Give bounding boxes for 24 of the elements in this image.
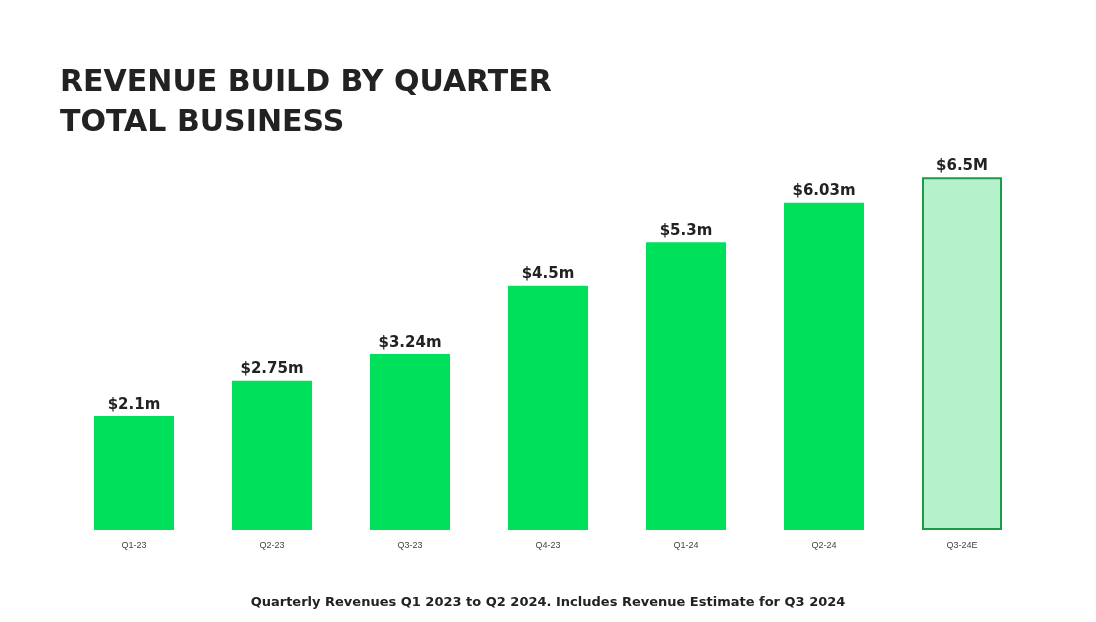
bar: [507, 285, 589, 530]
data-label: $2.1m: [107, 394, 161, 413]
data-label: $4.5m: [521, 264, 575, 283]
bar: [93, 416, 175, 530]
x-tick-label: Q2-23: [259, 539, 285, 550]
bar: [231, 380, 313, 530]
x-tick-label: Q4-23: [535, 539, 561, 550]
text: Quarterly Revenues Q1 2023 to Q2 2024. Includes Revenue Estimate for Q3 2024: [250, 594, 846, 609]
data-label: $6.5M: [936, 155, 988, 174]
x-tick-label: Q3-23: [397, 539, 423, 550]
bar: [645, 242, 727, 530]
data-label: $6.03m: [792, 181, 856, 200]
bar: [921, 177, 1003, 530]
x-tick-label: Q1-24: [673, 539, 699, 550]
chart-title: REVENUE BUILD BY QUARTER: [60, 62, 552, 98]
x-tick-label: Q3-24E: [946, 539, 978, 550]
x-tick-label: Q2-24: [811, 539, 837, 550]
bar: [783, 202, 865, 530]
data-label: $3.24m: [378, 332, 442, 351]
data-label: $2.75m: [240, 359, 304, 378]
chart-subtitle: TOTAL BUSINESS: [60, 102, 345, 138]
data-label: $5.3m: [659, 220, 713, 239]
x-tick-label: Q1-23: [121, 539, 147, 550]
bar: [369, 354, 451, 530]
